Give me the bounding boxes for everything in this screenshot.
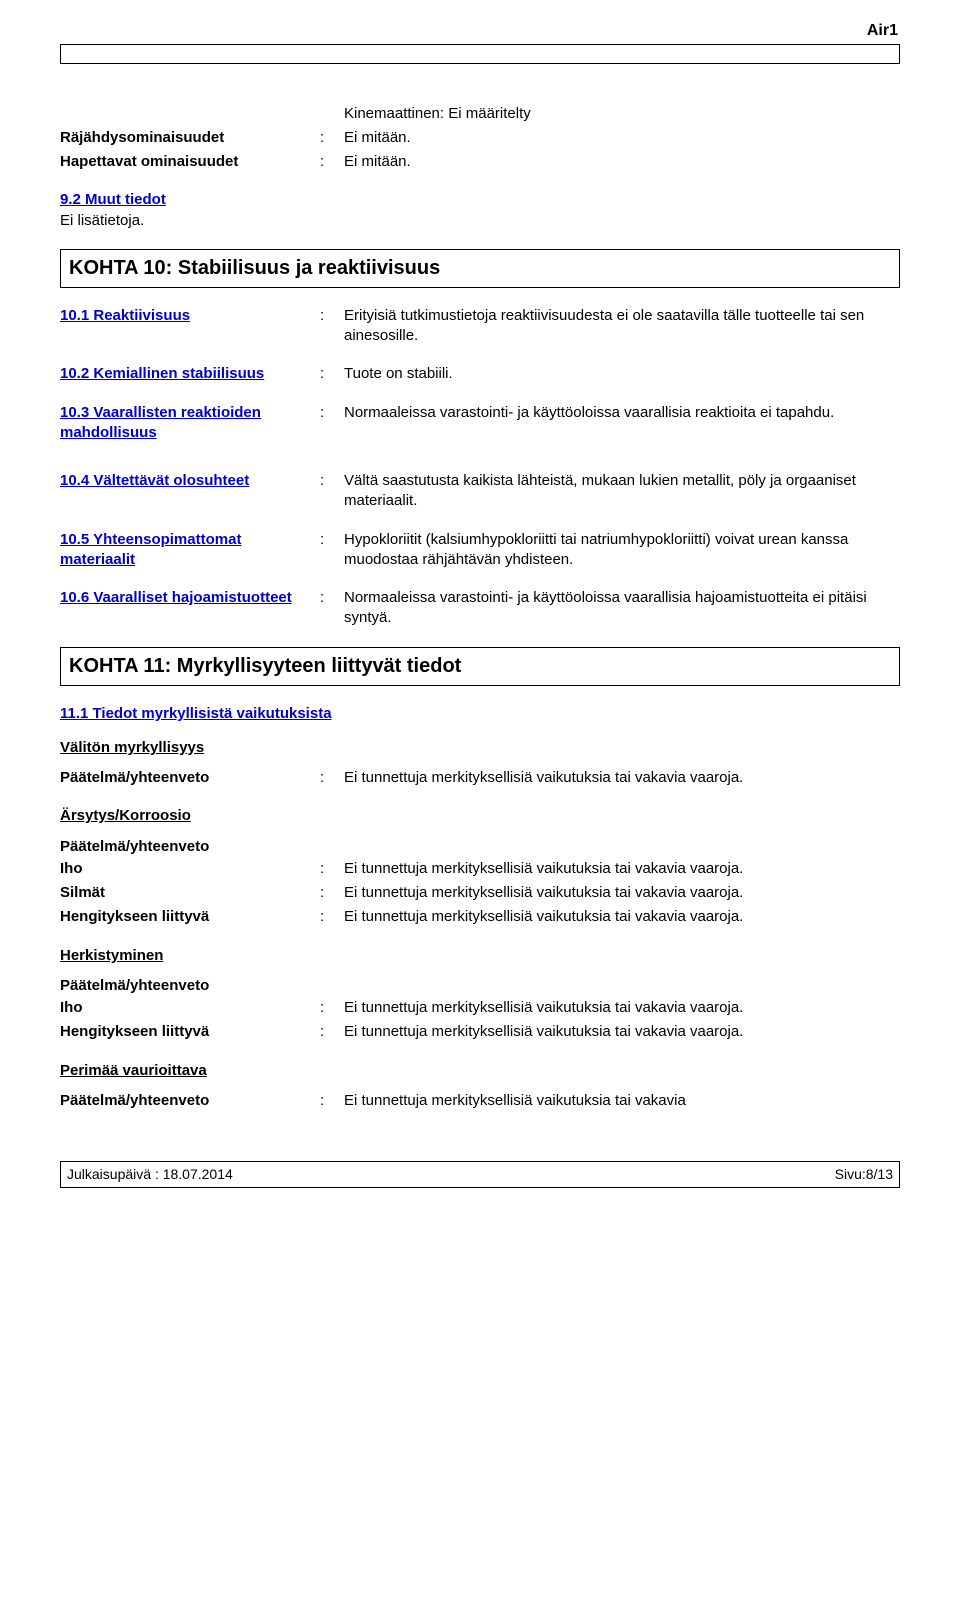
k10-4-value: Vältä saastutusta kaikista lähteistä, mu… [344,471,900,512]
kinematic-row: Kinemaattinen: Ei määritelty [60,104,900,124]
k10-2-label: 10.2 Kemiallinen stabiilisuus [60,365,264,382]
kohta11-title: KOHTA 11: Myrkyllisyyteen liittyvät tied… [69,653,891,680]
colon: : [320,768,344,788]
colon: : [320,998,344,1018]
arsytys-lead: Päätelmä/yhteenveto [60,837,900,857]
arsytys-label-2: Hengitykseen liittyvä [60,908,209,925]
oxidizing-label: Hapettavat ominaisuudet [60,153,238,170]
arsytys-row-2: Hengitykseen liittyvä : Ei tunnettuja me… [60,907,900,927]
valiton-row-0: Päätelmä/yhteenveto : Ei tunnettuja merk… [60,768,900,788]
kohta10-box: KOHTA 10: Stabiilisuus ja reaktiivisuus [60,249,900,288]
k10-5-row: 10.5 Yhteensopimattomat materiaalit : Hy… [60,530,900,571]
herkistyminen-label-0: Iho [60,999,83,1016]
kohta10-title: KOHTA 10: Stabiilisuus ja reaktiivisuus [69,255,891,282]
k10-3-value: Normaaleissa varastointi- ja käyttöolois… [344,403,900,444]
arsytys-row-0: Iho : Ei tunnettuja merkityksellisiä vai… [60,859,900,879]
arsytys-value-2: Ei tunnettuja merkityksellisiä vaikutuks… [344,907,900,927]
colon: : [320,1091,344,1111]
k10-1-row: 10.1 Reaktiivisuus : Erityisiä tutkimust… [60,306,900,347]
oxidizing-value: Ei mitään. [344,152,900,172]
colon: : [320,1022,344,1042]
colon: : [320,128,344,148]
k10-4-label: 10.4 Vältettävät olosuhteet [60,472,249,489]
colon: : [320,907,344,927]
herkistyminen-row-0: Iho : Ei tunnettuja merkityksellisiä vai… [60,998,900,1018]
colon: : [320,530,344,571]
kohta11-box: KOHTA 11: Myrkyllisyyteen liittyvät tied… [60,647,900,686]
colon: : [320,152,344,172]
herkistyminen-value-1: Ei tunnettuja merkityksellisiä vaikutuks… [344,1022,900,1042]
arsytys-label-0: Iho [60,860,83,877]
perimaa-title: Perimää vaurioittava [60,1061,900,1081]
arsytys-value-0: Ei tunnettuja merkityksellisiä vaikutuks… [344,859,900,879]
sec-9-2-body: Ei lisätietoja. [60,211,900,231]
k10-3-row: 10.3 Vaarallisten reaktioiden mahdollisu… [60,403,900,444]
colon: : [320,883,344,903]
arsytys-title: Ärsytys/Korroosio [60,806,900,826]
k10-1-value: Erityisiä tutkimustietoja reaktiivisuude… [344,306,900,347]
colon: : [320,403,344,444]
colon: : [320,588,344,629]
footer-left: Julkaisupäivä : 18.07.2014 [67,1165,233,1184]
colon: : [320,306,344,347]
k10-2-value: Tuote on stabiili. [344,364,900,384]
colon: : [320,471,344,512]
perimaa-label-0: Päätelmä/yhteenveto [60,1092,209,1109]
explosive-value: Ei mitään. [344,128,900,148]
footer-right: Sivu:8/13 [835,1165,893,1184]
k10-6-value: Normaaleissa varastointi- ja käyttöolois… [344,588,900,629]
k10-2-row: 10.2 Kemiallinen stabiilisuus : Tuote on… [60,364,900,384]
explosive-label: Räjähdysominaisuudet [60,129,224,146]
valiton-value-0: Ei tunnettuja merkityksellisiä vaikutuks… [344,768,900,788]
herkistyminen-lead: Päätelmä/yhteenveto [60,976,900,996]
k10-3-label: 10.3 Vaarallisten reaktioiden mahdollisu… [60,404,261,441]
k10-6-row: 10.6 Vaaralliset hajoamistuotteet : Norm… [60,588,900,629]
brand-divider-box [60,44,900,64]
perimaa-value-0: Ei tunnettuja merkityksellisiä vaikutuks… [344,1091,900,1111]
arsytys-row-1: Silmät : Ei tunnettuja merkityksellisiä … [60,883,900,903]
brand-label: Air1 [60,20,900,42]
herkistyminen-value-0: Ei tunnettuja merkityksellisiä vaikutuks… [344,998,900,1018]
k10-4-row: 10.4 Vältettävät olosuhteet : Vältä saas… [60,471,900,512]
arsytys-label-1: Silmät [60,884,105,901]
explosive-props-row: Räjähdysominaisuudet : Ei mitään. [60,128,900,148]
valiton-title: Välitön myrkyllisyys [60,738,900,758]
colon: : [320,364,344,384]
k10-1-label: 10.1 Reaktiivisuus [60,307,190,324]
herkistyminen-label-1: Hengitykseen liittyvä [60,1023,209,1040]
herkistyminen-row-1: Hengitykseen liittyvä : Ei tunnettuja me… [60,1022,900,1042]
oxidizing-props-row: Hapettavat ominaisuudet : Ei mitään. [60,152,900,172]
perimaa-row-0: Päätelmä/yhteenveto : Ei tunnettuja merk… [60,1091,900,1111]
herkistyminen-title: Herkistyminen [60,946,900,966]
k10-5-value: Hypokloriitit (kalsiumhypokloriitti tai … [344,530,900,571]
sec-9-2-heading: 9.2 Muut tiedot [60,190,900,210]
k11-1-heading: 11.1 Tiedot myrkyllisistä vaikutuksista [60,704,900,724]
arsytys-value-1: Ei tunnettuja merkityksellisiä vaikutuks… [344,883,900,903]
k10-5-label: 10.5 Yhteensopimattomat materiaalit [60,531,241,568]
k10-6-label: 10.6 Vaaralliset hajoamistuotteet [60,589,292,606]
colon: : [320,859,344,879]
valiton-label-0: Päätelmä/yhteenveto [60,769,209,786]
footer-box: Julkaisupäivä : 18.07.2014 Sivu:8/13 [60,1161,900,1188]
